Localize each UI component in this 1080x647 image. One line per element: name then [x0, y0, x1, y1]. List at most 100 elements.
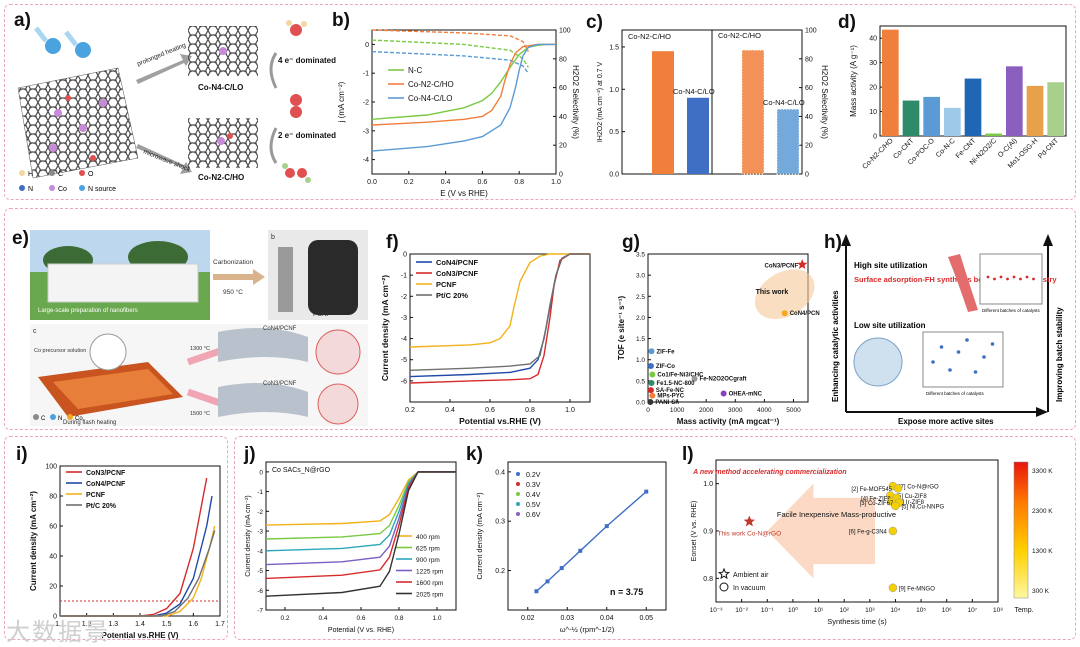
chart-j: 0.2 0.4 0.6 0.8 1.0 0 -1 -2 -3 -4 -5 -6 -7 Potential …: [245, 461, 457, 634]
legend-marker: [516, 472, 520, 476]
bar-left-1: [687, 97, 709, 174]
point-label: ZIF-Co: [656, 364, 675, 370]
bar-0: [882, 29, 899, 137]
x-tick-label: 1.7: [215, 621, 225, 628]
panel-label-j: j): [244, 444, 256, 465]
x-axis-label: Potential (V vs. RHE): [328, 627, 394, 634]
panel-e: e) Large-scale preparation of nanofibers…: [8, 212, 376, 428]
arrow-label-bottom: microwave shock: [142, 148, 192, 173]
x-axis-label: Synthesis time (s): [827, 617, 887, 626]
data-point-3: [578, 548, 583, 553]
point-label: [1] Ir-ZIF8: [898, 500, 925, 506]
pcnf-label: PCNF: [313, 311, 331, 318]
inset-high-xlabel: Different batches of catalysts: [982, 308, 1040, 313]
annotation-text: This work: [756, 289, 789, 296]
x-tick-label: 10¹: [814, 607, 824, 614]
x-tick-label: 10⁻³: [710, 607, 724, 614]
temp-1300: 1300 °C: [190, 346, 210, 352]
bar-label: Co-N4-C/LO: [763, 98, 805, 107]
y-tick-label: -5: [257, 568, 263, 575]
y-tick-label: -3: [363, 128, 369, 135]
colorbar-title: Temp.: [1014, 607, 1033, 614]
x-tick-label: 1.6: [188, 621, 198, 628]
bar-8: [1047, 82, 1064, 136]
legend-label: 0.5V: [526, 502, 541, 509]
x-tick-label: 0.4: [445, 407, 455, 414]
x-tick-label: 1.2: [82, 621, 92, 628]
inset-low-point: [931, 360, 935, 364]
legend-n: N: [28, 186, 33, 193]
panel-f: f) 0.2 0.4 0.6 0.8 1.0 0 -1 -2 -3 -4 -5 -6 Potential…: [350, 212, 610, 428]
legend-marker: [516, 492, 520, 496]
y-tick-label: 10: [869, 109, 877, 116]
y-tick-label: 60: [49, 524, 57, 531]
panel-label-a: a): [14, 10, 31, 31]
legend-marker: [516, 512, 520, 516]
y2-axis-label: H2O2 Selectivity (%): [820, 65, 829, 139]
y-tick-label: 0.9: [703, 529, 713, 536]
point-7: [647, 387, 654, 394]
inset-low: [922, 331, 1004, 388]
legend-label: 400 rpm: [416, 534, 440, 541]
panel-label-k: k): [466, 444, 483, 465]
y-tick-label: -1: [257, 489, 263, 496]
red-text-line: Surface adsorption-FH synthesis beyond M…: [854, 275, 1057, 284]
inset-low-point: [956, 350, 961, 354]
x-tick-label: 10⁶: [942, 607, 952, 614]
x-category-label: Co-N-C: [935, 137, 957, 159]
colorbar-tick: 1300 K: [1032, 548, 1053, 555]
y-tick-label: -1: [401, 273, 407, 280]
x-tick-label: 10⁸: [993, 607, 1003, 614]
data-point-0: [534, 589, 539, 594]
y-axis-label: Mass activity (A g⁻¹): [849, 45, 858, 117]
x-axis-label: E (V vs RHE): [440, 189, 488, 198]
y-tick-label: 3.5: [636, 252, 645, 259]
x-tick-label: 1.4: [135, 621, 145, 628]
point-9: [888, 583, 898, 593]
inset-high-point: [1019, 277, 1022, 281]
y-axis-label: IH2O2 (mA cm⁻²) at 0.7 V: [597, 62, 604, 143]
point-label: [7] Co-N@rGO: [899, 485, 939, 491]
y-tick-label: 0.0: [636, 400, 645, 407]
x-tick-label: 10⁰: [788, 606, 798, 614]
series-line-Pt/C 20%: [409, 253, 590, 371]
y-tick-label: 1.0: [703, 481, 713, 488]
sheet-label-con3: CoN3/PCNF: [263, 381, 297, 387]
point-8: [888, 526, 898, 536]
data-point-5: [644, 489, 649, 494]
series-line-400 rpm: [265, 471, 456, 526]
point-5: [691, 375, 698, 382]
legend-label: Co-N4-C/LO: [408, 94, 452, 103]
point-1: [781, 310, 788, 317]
y-tick-label: 0: [403, 252, 407, 259]
y2-tick-label: 60: [559, 85, 567, 92]
y-tick-label: 3.0: [636, 273, 645, 280]
x-axis-label: ω^-½ (rpm^-1/2): [560, 625, 615, 634]
point-label: CoN3/PCNF: [765, 264, 799, 270]
bar-label: Co-N4-C/LO: [673, 87, 715, 96]
sheet-con4: [218, 328, 308, 362]
bar-7: [1026, 85, 1044, 136]
legend-label: Ambient air: [733, 572, 769, 579]
point-0: [743, 515, 755, 527]
panel-a-schematic: prolonged heating microwave shock Co-N4-…: [17, 20, 336, 193]
y-axis-label: j (mA cm⁻²): [337, 81, 346, 123]
legend-marker: [516, 482, 520, 486]
top-row-frame: [4, 4, 1076, 200]
x-tick-label: 0.0: [367, 179, 377, 186]
x-tick-label: 1000: [670, 407, 685, 414]
product-label-bottom: Co-N2-C/HO: [198, 173, 244, 182]
y-tick-label: -2: [363, 100, 369, 107]
x-tick-label: 10³: [865, 607, 875, 614]
y-tick-label: 2.0: [636, 315, 645, 322]
inset-low-point: [982, 355, 986, 359]
point-8: [649, 392, 656, 399]
sheet-label-con4: CoN4/PCNF: [263, 326, 297, 332]
legend-e-c: C: [41, 416, 46, 422]
y2-tick-label: 60: [805, 85, 813, 92]
inset-high-point: [1012, 275, 1016, 279]
sheet-con3: [218, 383, 308, 417]
x-axis-label: Potential vs.RHE (V): [459, 416, 541, 426]
x-tick-label: 0.2: [405, 407, 415, 414]
y-tick-label: 1.5: [636, 336, 645, 343]
